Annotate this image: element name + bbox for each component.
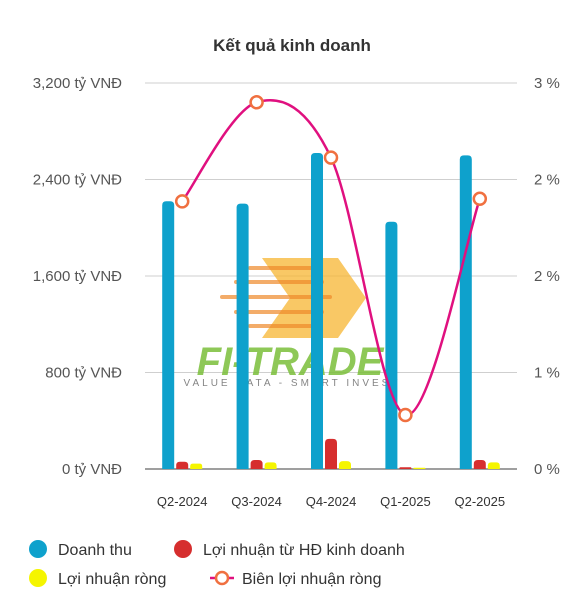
left-axis-ticks: 0 tỷ VNĐ 800 tỷ VNĐ 1,600 tỷ VNĐ 2,400 tỷ V… (33, 75, 122, 478)
x-axis-ticks: Q2-2024 Q3-2024 Q4-2024 Q1-2025 Q2-2025 (157, 494, 505, 509)
legend-label: Lợi nhuận từ HĐ kinh doanh (203, 542, 405, 559)
bars (162, 152, 500, 469)
bar-l-i-nhu-n-t-h-kinh-doanh (473, 459, 486, 469)
x-tick-label: Q2-2025 (455, 494, 506, 509)
net-margin-marker (249, 95, 264, 110)
bar-l-i-nhu-n-t-h-kinh-doanh (250, 459, 263, 469)
net-margin-marker (398, 407, 413, 423)
net-margin-marker (472, 191, 488, 207)
bar-doanh-thu (162, 201, 175, 469)
legend-item[interactable]: Biên lợi nhuận ròng (210, 570, 381, 588)
bar-l-i-nhu-n-r-ng (190, 463, 203, 469)
legend-swatch-icon (29, 540, 47, 558)
left-tick-label: 3,200 tỷ VNĐ (33, 75, 122, 92)
bar-doanh-thu (385, 221, 398, 469)
legend: Doanh thu Lợi nhuận từ HĐ kinh doanh Lợi n… (29, 540, 405, 588)
watermark-subtitle: VALUE DATA - SMART INVEST (184, 378, 401, 389)
bar-l-i-nhu-n-t-h-kinh-doanh (399, 467, 412, 469)
right-tick-label: 1 % (534, 365, 560, 382)
right-tick-label: 3 % (534, 75, 560, 92)
bar-l-i-nhu-n-r-ng (264, 462, 277, 469)
right-tick-label: 0 % (534, 461, 560, 478)
legend-item[interactable]: Lợi nhuận từ HĐ kinh doanh (174, 540, 405, 559)
bar-l-i-nhu-n-r-ng (487, 462, 500, 469)
watermark-text: FI-TRADE (197, 340, 385, 384)
x-tick-label: Q3-2024 (231, 494, 282, 509)
x-tick-label: Q2-2024 (157, 494, 208, 509)
legend-swatch-icon (174, 540, 192, 558)
right-tick-label: 2 % (534, 172, 560, 189)
chart-title: Kết quả kinh doanh (213, 36, 371, 55)
right-axis-ticks: 0 % 1 % 2 % 2 % 3 % (534, 75, 560, 478)
bar-doanh-thu (311, 152, 323, 469)
legend-swatch-icon (29, 569, 47, 587)
fi-trade-watermark-logo: FI-TRADE VALUE DATA - SMART INVEST (184, 258, 401, 389)
bar-doanh-thu (236, 203, 249, 469)
net-margin-marker (174, 194, 190, 209)
legend-marker-icon (214, 570, 230, 586)
x-tick-label: Q1-2025 (380, 494, 431, 509)
left-tick-label: 1,600 tỷ VNĐ (33, 268, 122, 285)
legend-label: Biên lợi nhuận ròng (242, 571, 381, 588)
legend-label: Lợi nhuận ròng (58, 571, 166, 588)
left-tick-label: 0 tỷ VNĐ (62, 461, 122, 478)
bar-l-i-nhu-n-r-ng (339, 461, 351, 469)
legend-item[interactable]: Lợi nhuận ròng (29, 569, 166, 588)
net-margin-marker (323, 150, 339, 165)
bar-doanh-thu (459, 155, 472, 469)
left-tick-label: 800 tỷ VNĐ (45, 365, 122, 382)
left-tick-label: 2,400 tỷ VNĐ (33, 172, 122, 189)
right-tick-label: 2 % (534, 268, 560, 285)
bar-l-i-nhu-n-t-h-kinh-doanh (325, 438, 337, 469)
x-tick-label: Q4-2024 (306, 494, 357, 509)
bar-l-i-nhu-n-r-ng (413, 467, 426, 469)
legend-item[interactable]: Doanh thu (29, 540, 132, 559)
net-margin-line (181, 98, 481, 417)
net-margin-markers (174, 95, 488, 423)
legend-label: Doanh thu (58, 542, 132, 559)
bar-l-i-nhu-n-t-h-kinh-doanh (176, 461, 189, 469)
